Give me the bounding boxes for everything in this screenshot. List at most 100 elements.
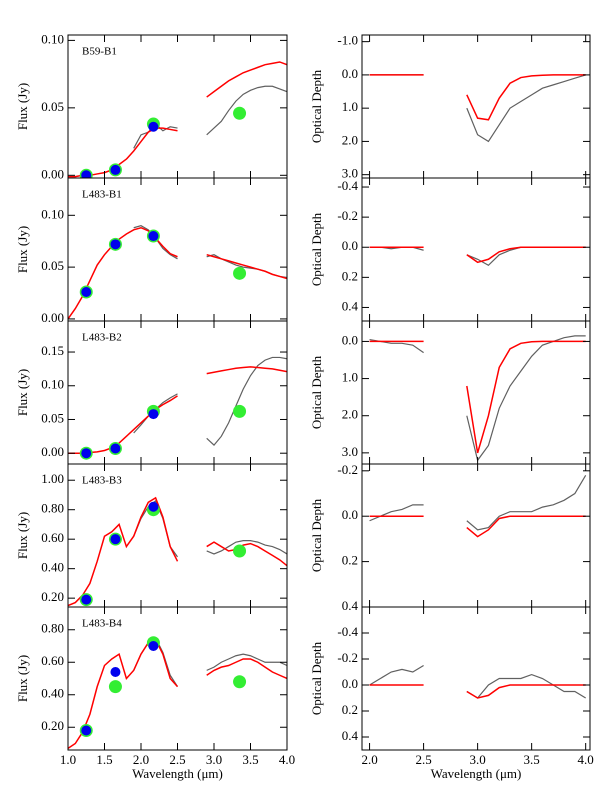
y-tick-label: 0.0 [342,676,358,691]
x-tick-label: 3.0 [469,752,485,767]
spectrum-line [206,540,287,555]
photometry-point [110,534,121,545]
x-tick-label: 2.0 [133,752,149,767]
y-tick-label: 0.4 [342,598,359,613]
panel: 0.00 0.05 0.10 B59-B1 Flux (Jy) [15,31,288,181]
photometry-point [110,443,121,454]
spectrum-line [206,253,287,280]
y-tick-label: 0.10 [41,31,64,46]
photometry-point [110,239,121,250]
spectrum-line [206,61,287,98]
y-axis-label: Flux (Jy) [15,655,30,702]
spectrum-line [68,496,179,607]
panel: 1.0 1.5 2.0 2.5 3.0 3.5 4.0 0.20 0.40 0.60 0.80 L48… [15,606,295,781]
photometry-point [148,501,159,512]
x-tick-label: 4.0 [279,752,295,767]
panel: -1.0 0.0 1.0 2.0 3.0 Optical Depth [309,33,591,181]
panel-label: L483-B4 [82,618,122,630]
plot-frame [361,177,591,322]
photometry-point [148,409,159,420]
y-tick-label: 0.00 [41,310,64,325]
y-axis-label: Optical Depth [309,498,324,572]
y-tick-label: 0.2 [342,553,358,568]
spectrum-line [68,638,179,750]
y-tick-label: 0.60 [41,530,64,545]
panel: -0.2 0.0 0.2 0.4 Optical Depth [309,462,591,613]
y-tick-label: 0.20 [41,589,64,604]
y-tick-label: 0.4 [342,728,359,743]
y-axis-label: Flux (Jy) [15,83,30,130]
panel: -0.4 -0.2 0.0 0.2 0.4 Optical Depth [309,177,591,322]
x-tick-label: 1.5 [96,752,112,767]
x-tick-label: 1.0 [60,752,76,767]
y-tick-label: 2.0 [342,407,358,422]
plot-area [369,475,587,538]
y-axis-label: Optical Depth [309,212,324,286]
y-tick-label: 0.0 [342,66,358,81]
y-tick-label: 1.0 [342,370,358,385]
y-tick-label: 0.40 [41,686,64,701]
spectrum-line [206,356,287,446]
y-tick-label: 0.0 [342,332,358,347]
x-tick-label: 3.5 [524,752,540,767]
spectrum-line [466,335,586,462]
plot-area [68,636,287,750]
photometry-point [148,231,159,242]
photometry-point [233,544,247,558]
y-axis-label: Flux (Jy) [15,226,30,273]
x-axis-label: Wavelength (μm) [431,766,522,781]
y-tick-label: 0.4 [342,298,359,313]
spectrum-line [466,246,586,264]
panel: 2.0 2.5 3.0 3.5 4.0 -0.4 -0.2 0.0 0.2 0.4 Optical … [309,606,594,781]
y-tick-label: 1.00 [41,471,64,486]
y-tick-label: 0.40 [41,560,64,575]
photometry-point [81,170,92,178]
x-tick-label: 2.0 [361,752,377,767]
x-axis-label: Wavelength (μm) [132,766,223,781]
panel-label: B59-B1 [82,46,117,58]
photometry-point [108,680,122,694]
spectrum-line [466,684,586,699]
spectrum-line [206,653,287,671]
x-tick-label: 3.5 [242,752,258,767]
x-tick-label: 3.0 [206,752,222,767]
y-tick-label: -1.0 [337,33,358,48]
y-tick-label: 0.20 [41,718,64,733]
spectrum-line [466,74,586,121]
photometry-point [148,641,159,651]
x-tick-label: 2.5 [415,752,431,767]
y-tick-label: 2.0 [342,132,358,147]
y-tick-label: 0.2 [342,268,358,283]
spectrum-line [466,340,586,454]
photometry-point [233,404,247,418]
spectrum-line [466,74,586,143]
spectrum-line [466,515,586,538]
y-tick-label: 0.05 [41,99,64,114]
photometry-point [233,266,247,280]
plot-area [68,61,287,178]
plot-area [369,664,586,699]
panel-label: L483-B3 [82,475,122,487]
spectrum-line [206,366,287,375]
spectrum-line [206,541,287,567]
plot-frame [361,606,591,751]
spectrum-line [466,246,586,267]
spectrum-line [206,85,287,136]
plot-area [68,356,287,460]
photometry-point [81,594,92,605]
y-tick-label: 0.80 [41,621,64,636]
photometry-point [81,448,92,459]
y-tick-label: -0.2 [337,650,358,665]
spectrum-line [466,475,587,531]
y-axis-label: Flux (Jy) [15,369,30,416]
y-tick-label: 0.05 [41,258,64,273]
y-tick-label: -0.4 [337,178,358,193]
panel-label: L483-B2 [82,332,122,344]
x-tick-label: 2.5 [169,752,185,767]
y-tick-label: 0.10 [41,206,64,221]
y-tick-label: 1.0 [342,99,358,114]
plot-area [68,496,287,607]
y-tick-label: 0.0 [342,507,358,522]
y-tick-label: 0.2 [342,702,358,717]
